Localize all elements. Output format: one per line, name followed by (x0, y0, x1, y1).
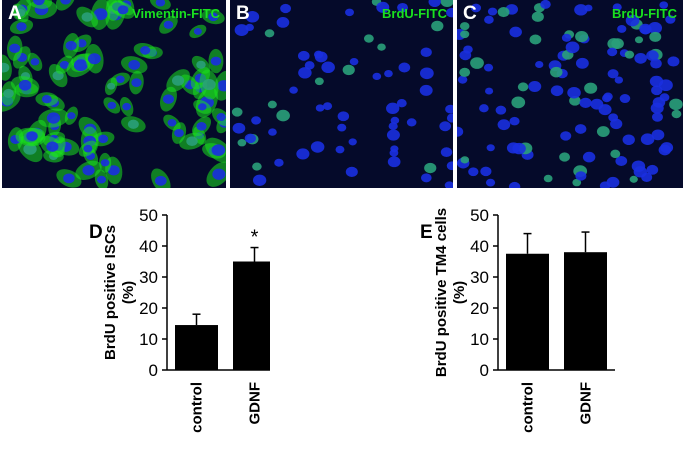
stain-label-b: BrdU-FITC (382, 6, 447, 21)
panel-letter-a: A (8, 3, 22, 24)
y-tick-label: 20 (470, 299, 489, 318)
cell-field (231, 0, 453, 188)
scale-bar (645, 439, 667, 443)
bar-control (175, 325, 218, 370)
y-tick-label: 0 (149, 361, 158, 380)
stain-label-c: BrdU-FITC (612, 6, 677, 21)
panel-letter-d: D (89, 222, 103, 243)
micrograph-panel-b: B BrdU-FITC (230, 0, 453, 188)
x-tick-label-gdnf: GDNF (247, 382, 264, 425)
panel-letter-e: E (420, 222, 433, 243)
bar-control (506, 253, 549, 370)
micrograph-panel-c: C BrdU-FITC (457, 0, 683, 188)
y-tick-label: 30 (470, 268, 489, 287)
chart-e: E 0 10 20 30 40 50 BrdU positive TM4 cells (%) co… (420, 206, 615, 433)
cell-field (2, 0, 226, 188)
y-tick-label: 30 (139, 268, 158, 287)
chart-d: D 0 10 20 30 40 50 BrdU positive ISCs (%) control… (89, 206, 270, 433)
micrograph-panel-a: A Vimentin-FITC (2, 0, 226, 188)
micrograph-a-image (2, 0, 226, 188)
y-axis-unit: (%) (120, 281, 137, 304)
bar-gdnf (233, 261, 270, 370)
micrograph-b-image (231, 0, 453, 188)
bar-gdnf (564, 252, 607, 370)
x-tick-label-control: control (189, 382, 206, 433)
panel-letter-c: C (463, 3, 477, 24)
y-axis-label: BrdU positive ISCs (102, 225, 119, 360)
micrograph-c-image (457, 0, 683, 188)
stain-label-a: Vimentin-FITC (132, 6, 220, 21)
x-tick-label-gdnf: GDNF (578, 382, 595, 425)
x-tick-label-control: control (520, 382, 537, 433)
y-tick-label: 40 (139, 237, 158, 256)
y-tick-label: 20 (139, 299, 158, 318)
y-tick-label: 40 (470, 237, 489, 256)
cell-field (457, 0, 683, 188)
y-tick-label: 10 (139, 330, 158, 349)
significance-asterisk: * (251, 227, 259, 249)
y-axis-unit: (%) (451, 281, 468, 304)
y-tick-label: 50 (139, 206, 158, 225)
y-tick-label: 10 (470, 330, 489, 349)
y-tick-label: 50 (470, 206, 489, 225)
y-tick-label: 0 (480, 361, 489, 380)
y-axis-label: BrdU positive TM4 cells (433, 208, 450, 377)
panel-letter-b: B (236, 3, 250, 24)
